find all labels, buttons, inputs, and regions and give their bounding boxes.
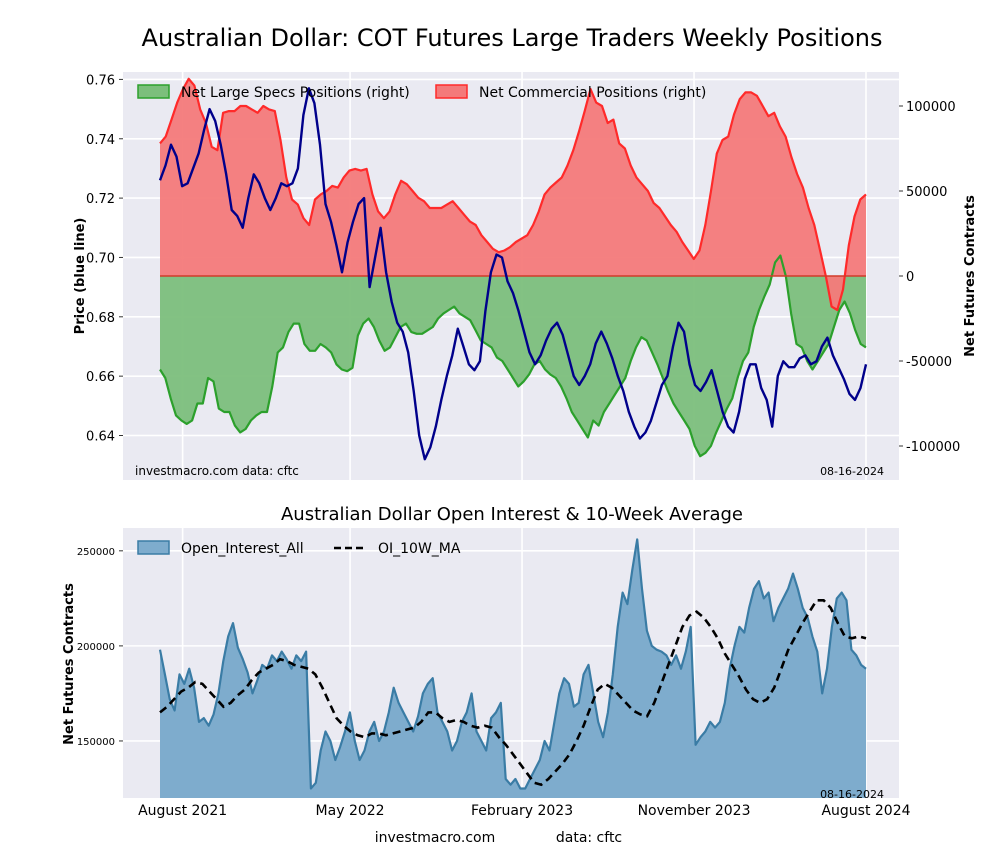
legend-swatch-commercial [435, 84, 468, 99]
top-left-tick-label: 0.66 [86, 370, 115, 385]
moving-average-line [159, 599, 867, 787]
bottom-areas [160, 539, 866, 798]
bottom-y-tick-label: 150000 [77, 737, 115, 748]
legend-swatch-open-interest [137, 540, 170, 555]
top-chart-title: Australian Dollar: COT Futures Large Tra… [142, 24, 883, 52]
top-left-axis: 0.64 0.66 0.68 0.70 0.72 0.74 0.76 [86, 73, 123, 444]
top-right-axis: -100000 -50000 0 50000 100000 [899, 100, 960, 455]
bottom-x-tick-label: August 2021 [138, 803, 227, 819]
top-annotation-date: 08-16-2024 [820, 465, 884, 478]
legend-label-specs: Net Large Specs Positions (right) [181, 85, 410, 101]
top-left-ylabel: Price (blue line) [73, 218, 88, 335]
price-line [158, 87, 868, 461]
top-legend: Net Large Specs Positions (right) Net Co… [137, 84, 706, 101]
top-right-ylabel: Net Futures Contracts [963, 195, 978, 357]
top-right-tick-label: -100000 [906, 440, 960, 455]
top-left-tick-label: 0.76 [86, 73, 115, 88]
area-line-0 [159, 254, 867, 458]
top-right-tick-label: 50000 [906, 185, 947, 200]
top-left-tick-label: 0.70 [86, 251, 115, 266]
top-areas [160, 78, 866, 457]
bottom-chart-title: Australian Dollar Open Interest & 10-Wee… [281, 504, 743, 525]
top-right-tick-label: -50000 [906, 355, 952, 370]
bottom-legend: Open_Interest_All OI_10W_MA [137, 540, 461, 557]
bottom-annotation-date: 08-16-2024 [820, 788, 884, 801]
bottom-y-tick-label: 200000 [77, 642, 115, 653]
top-annotation-source: investmacro.com data: cftc [135, 464, 299, 478]
area-line-1 [159, 77, 867, 312]
bottom-left-axis: 150000 200000 250000 [77, 547, 123, 748]
top-left-tick-label: 0.64 [86, 429, 115, 444]
legend-label-ma: OI_10W_MA [378, 541, 461, 557]
bottom-lines [158, 538, 867, 790]
top-right-tick-label: 0 [906, 270, 914, 285]
footer-site: investmacro.com [375, 830, 495, 846]
open-interest-area [160, 539, 866, 798]
top-left-tick-label: 0.72 [86, 192, 115, 207]
area-fill-1 [160, 78, 866, 310]
top-left-tick-label: 0.68 [86, 311, 115, 326]
legend-label-commercial: Net Commercial Positions (right) [479, 85, 706, 101]
bottom-x-tick-label: November 2023 [638, 803, 751, 819]
bottom-x-tick-label: May 2022 [316, 803, 385, 819]
area-fill-0 [160, 255, 866, 457]
legend-swatch-specs [137, 84, 170, 99]
top-left-tick-label: 0.74 [86, 133, 115, 148]
legend-label-open-interest: Open_Interest_All [181, 541, 304, 557]
top-right-tick-label: 100000 [906, 100, 956, 115]
top-lines [158, 77, 868, 461]
bottom-x-tick-label: February 2023 [471, 803, 573, 819]
bottom-y-tick-label: 250000 [77, 547, 115, 558]
bottom-ylabel: Net Futures Contracts [62, 583, 77, 745]
bottom-x-tick-label: August 2024 [821, 803, 910, 819]
footer-source: data: cftc [556, 830, 622, 846]
bottom-x-axis: August 2021 May 2022 February 2023 November… [138, 803, 911, 819]
